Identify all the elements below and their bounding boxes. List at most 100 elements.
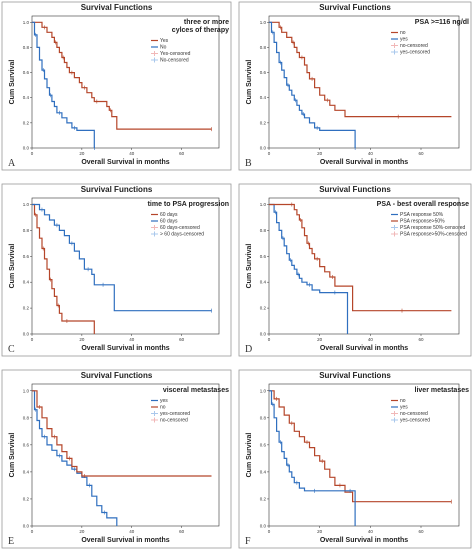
x-tick-label: 0 bbox=[31, 337, 34, 342]
legend-title: time to PSA progression bbox=[148, 201, 229, 208]
series-line-0 bbox=[269, 390, 452, 503]
chart-title: Survival Functions bbox=[81, 185, 153, 194]
y-tick-label: 0.4 bbox=[260, 280, 267, 285]
legend-title: cylces of therapy bbox=[172, 27, 229, 34]
plot-area bbox=[31, 383, 220, 527]
x-tick-label: 60 bbox=[179, 151, 185, 156]
panel-letter: C bbox=[8, 344, 15, 355]
chart-title: Survival Functions bbox=[319, 371, 391, 380]
y-tick-label: 0.4 bbox=[23, 469, 30, 474]
legend-label: Yes-censored bbox=[160, 51, 191, 57]
series-line-1 bbox=[269, 203, 452, 312]
legend: visceral metastases yesnoyes-censoredno-c… bbox=[151, 387, 229, 424]
series-line-0 bbox=[269, 21, 452, 118]
legend-label: No bbox=[160, 45, 167, 51]
legend-label: 60 days bbox=[160, 212, 178, 218]
y-axis-label: Cum Survival bbox=[246, 244, 253, 289]
y-tick-label: 0.8 bbox=[23, 228, 30, 233]
legend: PSA >=116 ng/dl noyesno-censoredyes-censo… bbox=[391, 19, 469, 56]
panel-e: Survival Functions 0.0 0.2 0.4 0.6 0.8 1.0 0 20 4… bbox=[1, 369, 232, 549]
legend-label: yes bbox=[400, 37, 408, 43]
legend-label: no bbox=[160, 405, 166, 411]
legend-title: three or more bbox=[184, 19, 229, 26]
legend-label: PSA response>50%-censored bbox=[400, 232, 467, 238]
chart-title: Survival Functions bbox=[319, 3, 391, 12]
y-axis-label: Cum Survival bbox=[9, 433, 16, 478]
x-tick-label: 60 bbox=[179, 529, 185, 534]
legend: PSA - best overall response PSA response … bbox=[377, 201, 469, 238]
panel-letter: D bbox=[245, 344, 252, 355]
x-tick-label: 40 bbox=[129, 529, 135, 534]
legend-label: no-censored bbox=[400, 43, 428, 49]
legend-label: No-censored bbox=[160, 58, 189, 64]
legend-label: PSA response 50%-censored bbox=[400, 225, 466, 231]
y-tick-label: 1.0 bbox=[260, 388, 267, 393]
legend-label: 60 days-censored bbox=[160, 225, 200, 231]
panel-letter: E bbox=[8, 536, 14, 547]
plot-area bbox=[31, 15, 220, 149]
legend-label: no-censored bbox=[400, 411, 428, 417]
y-tick-label: 0.6 bbox=[260, 70, 267, 75]
legend-label: PSA response 50% bbox=[400, 212, 444, 218]
series-line-1 bbox=[269, 21, 356, 148]
legend-label: no-censored bbox=[160, 418, 188, 424]
x-tick-label: 20 bbox=[317, 337, 323, 342]
x-tick-label: 0 bbox=[268, 151, 271, 156]
y-tick-label: 0.2 bbox=[260, 120, 267, 125]
panel-letter: A bbox=[8, 158, 16, 169]
series-line-0 bbox=[32, 390, 118, 526]
y-tick-label: 0.4 bbox=[23, 95, 30, 100]
chart-title: Survival Functions bbox=[81, 3, 153, 12]
legend-title: PSA - best overall response bbox=[377, 201, 469, 208]
legend-title: visceral metastases bbox=[163, 387, 229, 394]
x-tick-label: 40 bbox=[368, 529, 374, 534]
y-tick-label: 0.8 bbox=[260, 45, 267, 50]
y-tick-label: 1.0 bbox=[23, 20, 30, 25]
legend-label: no bbox=[400, 398, 406, 404]
chart-title: Survival Functions bbox=[81, 371, 153, 380]
series-line-0 bbox=[269, 203, 349, 334]
x-tick-label: 0 bbox=[268, 529, 271, 534]
legend: liver metastases noyesno-censoredyes-cens… bbox=[391, 387, 469, 424]
x-axis-label: Overall Survival in months bbox=[320, 345, 408, 352]
y-tick-label: 0.2 bbox=[260, 496, 267, 501]
legend-label: > 60 days-censored bbox=[160, 232, 204, 238]
panel-f: Survival Functions 0.0 0.2 0.4 0.6 0.8 1.0 0 20 4… bbox=[238, 369, 472, 549]
y-tick-label: 0.0 bbox=[23, 146, 30, 151]
panel-b: Survival Functions 0.0 0.2 0.4 0.6 0.8 1.0 0 20 4… bbox=[238, 1, 472, 171]
panel-a: Survival Functions 0.0 0.2 0.4 0.6 0.8 1.0 0 20 4… bbox=[1, 1, 232, 171]
legend-title: PSA >=116 ng/dl bbox=[415, 19, 469, 26]
x-axis-label: Overall Survival in months bbox=[81, 537, 169, 544]
y-tick-label: 0.6 bbox=[23, 254, 30, 259]
panel-letter: B bbox=[245, 158, 252, 169]
legend-label: yes-censored bbox=[400, 418, 430, 424]
y-tick-label: 1.0 bbox=[23, 202, 30, 207]
legend-label: yes bbox=[160, 398, 168, 404]
y-tick-label: 0.2 bbox=[260, 306, 267, 311]
panel-c: Survival Functions 0.0 0.2 0.4 0.6 0.8 1.0 0 20 4… bbox=[1, 183, 232, 357]
y-tick-label: 0.0 bbox=[23, 332, 30, 337]
y-tick-label: 0.6 bbox=[23, 442, 30, 447]
panel-d: Survival Functions 0.0 0.2 0.4 0.6 0.8 1.0 0 20 4… bbox=[238, 183, 472, 357]
x-tick-label: 40 bbox=[368, 151, 374, 156]
y-tick-label: 0.2 bbox=[23, 120, 30, 125]
y-tick-label: 0.6 bbox=[260, 442, 267, 447]
y-axis-label: Cum Survival bbox=[9, 244, 16, 289]
y-tick-label: 1.0 bbox=[260, 20, 267, 25]
x-tick-label: 40 bbox=[368, 337, 374, 342]
y-tick-label: 0.8 bbox=[23, 45, 30, 50]
x-tick-label: 20 bbox=[79, 151, 85, 156]
panel-letter: F bbox=[245, 536, 251, 547]
y-tick-label: 0.4 bbox=[23, 280, 30, 285]
x-tick-label: 60 bbox=[418, 151, 424, 156]
plot-area bbox=[31, 197, 220, 335]
legend-label: yes-censored bbox=[400, 50, 430, 56]
legend-label: no bbox=[400, 30, 406, 36]
x-tick-label: 0 bbox=[31, 151, 34, 156]
plot-area bbox=[268, 383, 460, 527]
chart-title: Survival Functions bbox=[319, 185, 391, 194]
x-axis-label: Overall Survival in months bbox=[81, 159, 169, 166]
x-tick-label: 20 bbox=[317, 151, 323, 156]
